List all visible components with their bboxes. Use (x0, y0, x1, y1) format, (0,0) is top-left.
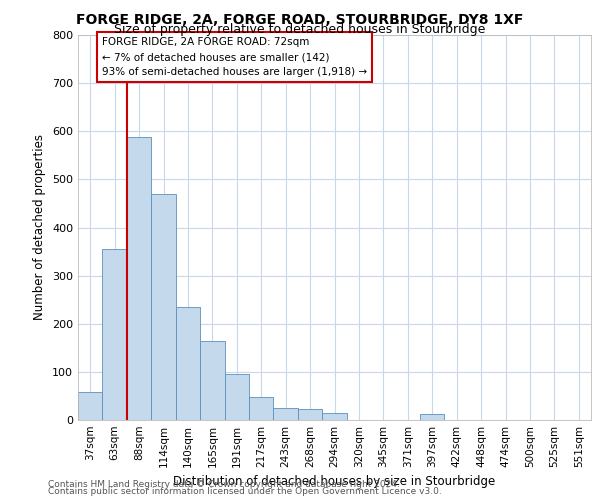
Bar (78, 392, 103, 420)
Bar (274, 408, 298, 420)
Y-axis label: Number of detached properties: Number of detached properties (34, 134, 46, 320)
Bar (103, 249, 127, 420)
Bar (200, 340, 224, 420)
Bar (420, 414, 445, 420)
Text: FORGE RIDGE, 2A FORGE ROAD: 72sqm
← 7% of detached houses are smaller (142)
93% : FORGE RIDGE, 2A FORGE ROAD: 72sqm ← 7% o… (102, 38, 367, 77)
Bar (298, 410, 322, 420)
X-axis label: Distribution of detached houses by size in Stourbridge: Distribution of detached houses by size … (173, 476, 496, 488)
Text: Contains public sector information licensed under the Open Government Licence v3: Contains public sector information licen… (48, 487, 442, 496)
Text: Contains HM Land Registry data © Crown copyright and database right 2024.: Contains HM Land Registry data © Crown c… (48, 480, 400, 489)
Bar (224, 374, 249, 420)
Text: Size of property relative to detached houses in Stourbridge: Size of property relative to detached ho… (115, 22, 485, 36)
Bar (322, 413, 347, 420)
Text: FORGE RIDGE, 2A, FORGE ROAD, STOURBRIDGE, DY8 1XF: FORGE RIDGE, 2A, FORGE ROAD, STOURBRIDGE… (76, 12, 524, 26)
Bar (127, 137, 151, 420)
Bar (176, 307, 200, 420)
Bar (151, 194, 176, 420)
Bar (249, 397, 274, 420)
